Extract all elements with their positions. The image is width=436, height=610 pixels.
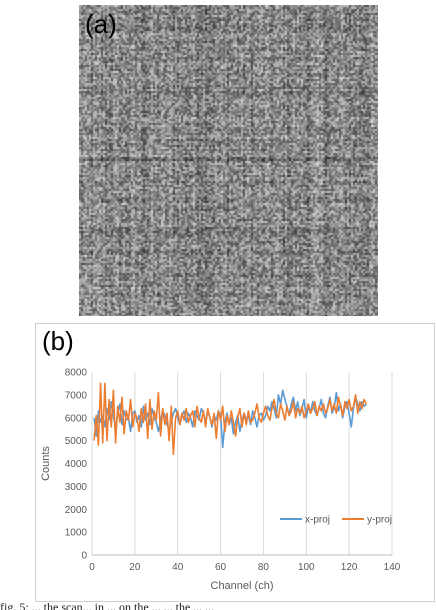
x-tick-label: 20 (129, 562, 141, 573)
series-line-y-proj (93, 382, 368, 456)
y-tick-label: 8000 (65, 368, 88, 379)
panel-a-label: (a) (85, 9, 117, 39)
x-tick-label: 120 (341, 562, 358, 573)
y-tick-label: 2000 (65, 505, 88, 516)
legend-label-y-proj: y-proj (367, 515, 392, 526)
x-tick-label: 100 (298, 562, 315, 573)
x-tick-label: 40 (172, 562, 184, 573)
panel-a-image: (a) (79, 5, 378, 316)
x-axis-title: Channel (ch) (211, 580, 274, 592)
line-chart: 0 20 40 60 80 100 120 140 0 1000 2000 3000 4000 5000 6… (40, 368, 401, 593)
y-tick-label: 3000 (65, 482, 88, 493)
panel-b-label: (b) (42, 326, 74, 356)
y-tick-label: 1000 (65, 528, 88, 539)
noise-image (79, 5, 378, 316)
panel-b-chart: 0 20 40 60 80 100 120 140 0 1000 2000 3000 4000 5000 6… (35, 323, 435, 602)
y-tick-label: 4000 (65, 459, 88, 470)
x-tick-label: 0 (89, 562, 95, 573)
y-tick-label: 7000 (65, 390, 88, 401)
y-tick-label: 5000 (65, 436, 88, 447)
x-tick-label: 80 (258, 562, 270, 573)
x-tick-label: 140 (384, 562, 401, 573)
y-tick-label: 0 (81, 551, 87, 562)
legend-label-x-proj: x-proj (305, 515, 330, 526)
x-tick-label: 60 (215, 562, 227, 573)
figure-caption: fig. 5: ... the scan... in ... on the ..… (0, 600, 215, 610)
y-tick-label: 6000 (65, 413, 88, 424)
y-axis-title: Counts (40, 446, 52, 481)
